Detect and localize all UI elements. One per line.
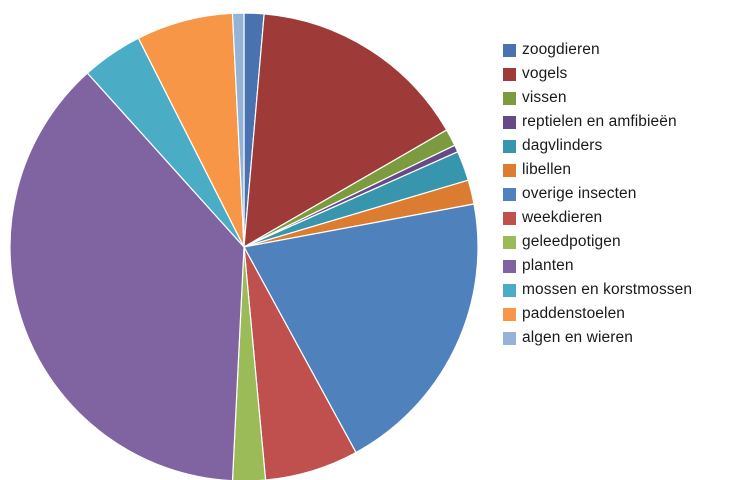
legend-swatch: [503, 115, 516, 129]
legend-label: weekdieren: [522, 209, 603, 226]
legend-item: reptielen en amfibieën: [503, 110, 731, 134]
legend-item: zoogdieren: [503, 38, 731, 62]
pie-slice-vogels: [243, 13, 448, 249]
legend-swatch: [503, 235, 516, 249]
legend-swatch: [503, 139, 516, 153]
legend-item: dagvlinders: [503, 134, 731, 158]
pie-slice-planten: [9, 72, 245, 480]
legend-swatch: [503, 307, 516, 321]
legend-item: overige insecten: [503, 182, 731, 206]
pie-slice-algen-en-wieren: [231, 12, 245, 248]
legend-item: paddenstoelen: [503, 302, 731, 326]
legend-swatch: [503, 187, 516, 201]
legend-label: vogels: [522, 65, 568, 82]
legend-swatch: [503, 283, 516, 297]
legend-swatch: [503, 67, 516, 81]
legend-label: geleedpotigen: [522, 233, 621, 250]
legend-swatch: [503, 331, 516, 345]
legend-item: planten: [503, 254, 731, 278]
legend-swatch: [503, 211, 516, 225]
legend-swatch: [503, 43, 516, 57]
legend-item: weekdieren: [503, 206, 731, 230]
legend-label: reptielen en amfibieën: [522, 113, 677, 130]
legend-swatch: [503, 259, 516, 273]
pie-slice-geleedpotigen: [231, 246, 267, 480]
legend-label: paddenstoelen: [522, 305, 626, 322]
legend-label: libellen: [522, 161, 572, 178]
legend-item: algen en wieren: [503, 326, 731, 350]
legend-swatch: [503, 163, 516, 177]
legend-item: vogels: [503, 62, 731, 86]
legend-label: zoogdieren: [522, 41, 600, 58]
legend-swatch: [503, 91, 516, 105]
legend-item: mossen en korstmossen: [503, 278, 731, 302]
legend-label: overige insecten: [522, 185, 637, 202]
legend-item: vissen: [503, 86, 731, 110]
legend-item: libellen: [503, 158, 731, 182]
legend-item: geleedpotigen: [503, 230, 731, 254]
legend-label: dagvlinders: [522, 137, 603, 154]
legend-label: mossen en korstmossen: [522, 281, 693, 298]
pie-slices: [9, 12, 479, 480]
pie-slice-overige-insecten: [243, 203, 479, 454]
legend-label: algen en wieren: [522, 329, 633, 346]
legend-label: planten: [522, 257, 574, 274]
legend-label: vissen: [522, 89, 567, 106]
legend: zoogdieren vogels vissen reptielen en amfib…: [503, 38, 731, 350]
